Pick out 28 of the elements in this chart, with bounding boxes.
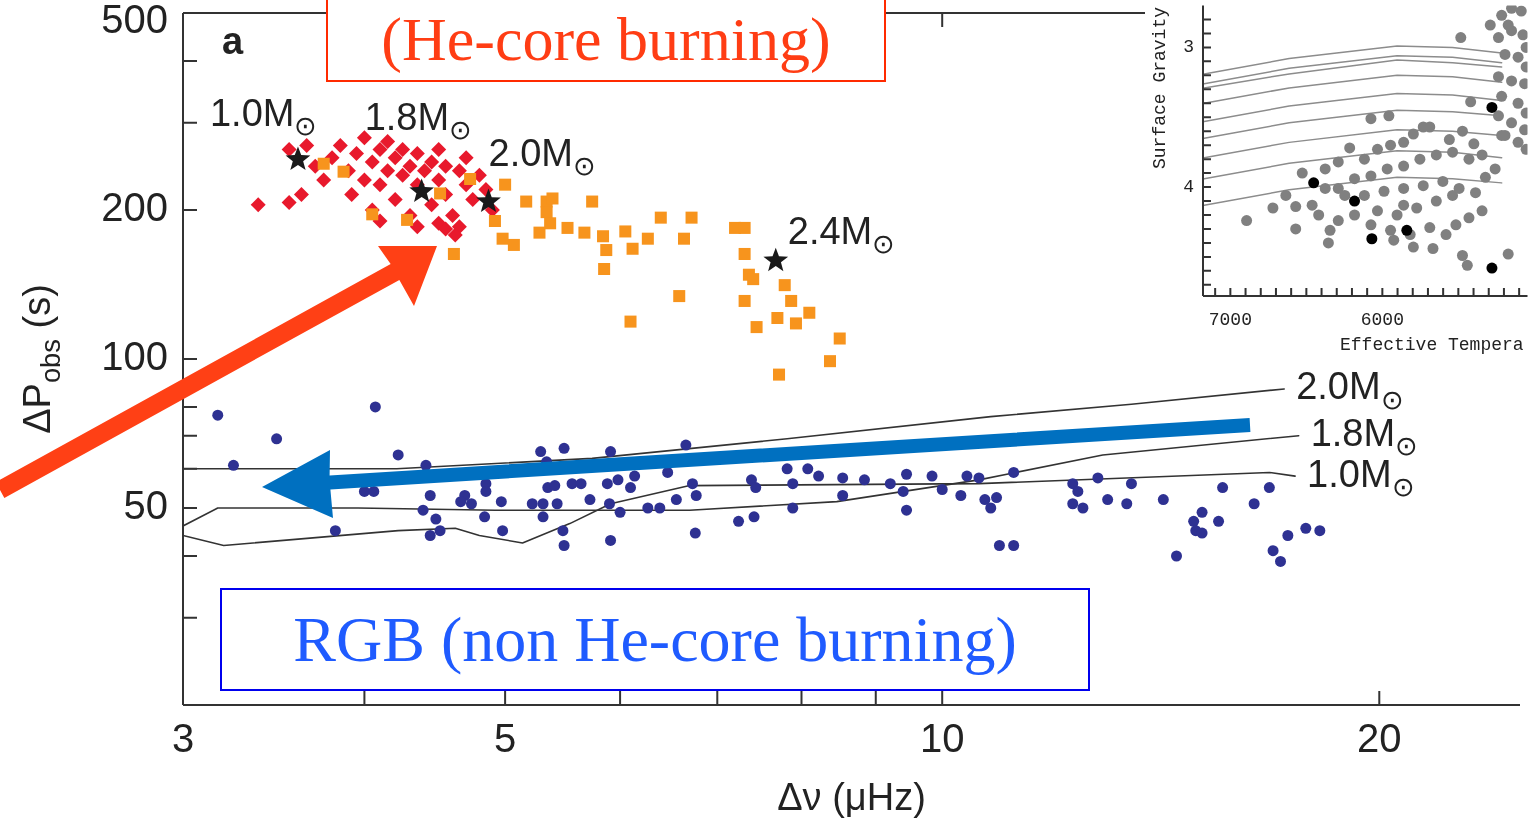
- point: [1401, 224, 1413, 236]
- point: [1486, 101, 1498, 113]
- x-tick-label: 20: [1357, 716, 1402, 761]
- x-tick-label: 6000: [1360, 309, 1404, 330]
- annotation: 2.4M⊙: [787, 210, 896, 260]
- y-tick-label: 4: [1183, 176, 1194, 197]
- point: [1308, 177, 1320, 189]
- y-tick-label: 200: [101, 185, 168, 230]
- y-axis-title: Surface Gravity: [1149, 6, 1170, 170]
- x-tick-label: 7000: [1208, 309, 1252, 330]
- point: [1366, 233, 1378, 245]
- y-tick-label: 50: [123, 483, 168, 528]
- x-tick-label: 10: [919, 716, 965, 761]
- y-tick-label: 500: [101, 0, 168, 42]
- x-axis-title: Δν (μHz): [777, 776, 926, 819]
- annotation: 2.0M⊙: [488, 132, 596, 182]
- annotation: (He-core burning): [326, 0, 886, 82]
- annotation: 1.0M⊙: [209, 91, 318, 142]
- annotation: a: [222, 20, 244, 62]
- x-tick-label: 5: [493, 716, 517, 761]
- y-tick-label: 100: [101, 334, 168, 379]
- y-axis-title: ΔPobs (s): [16, 284, 66, 434]
- annotation: 1.8M⊙: [364, 95, 473, 146]
- annotation: RGB (non He-core burning): [220, 588, 1090, 691]
- series-label: 2.0M⊙: [1296, 365, 1404, 415]
- point: [1349, 195, 1361, 207]
- point: [1486, 262, 1498, 274]
- x-axis-title: Effective Tempera: [1340, 334, 1524, 355]
